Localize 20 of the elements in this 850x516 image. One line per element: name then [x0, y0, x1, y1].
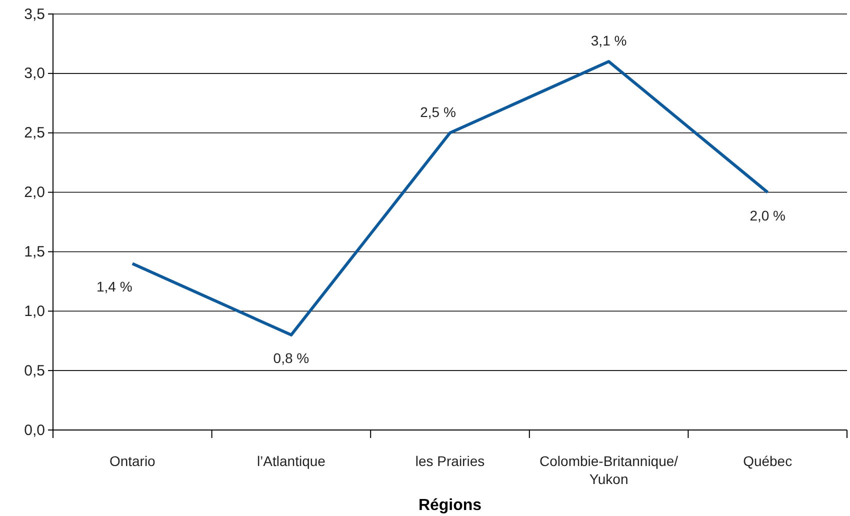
x-tick-label: Colombie-Britannique/ Yukon: [540, 453, 678, 487]
y-tick-label: 0,5: [24, 362, 45, 380]
y-tick-label: 2,0: [24, 184, 45, 202]
x-tick-label: les Prairies: [415, 453, 485, 469]
y-tick-label: 2,5: [24, 124, 45, 142]
y-tick-label: 1,5: [24, 244, 45, 261]
data-label: 2,5 %: [420, 104, 456, 120]
y-tick-label: 1,0: [24, 302, 45, 320]
data-label: 1,4 %: [96, 278, 132, 295]
data-label: 3,1 %: [590, 32, 627, 49]
data-label: 2,0 %: [750, 207, 786, 224]
x-tick-label: l’Atlantique: [256, 453, 326, 469]
x-tick-label: Ontario: [109, 453, 156, 469]
x-axis-title: Régions: [418, 497, 482, 514]
y-tick-label: 0,0: [24, 422, 45, 439]
data-label: 0,8 %: [273, 350, 310, 366]
line-series: [130, 60, 770, 336]
y-tick-label: 3,5: [24, 6, 45, 23]
y-tick-label: 3,0: [24, 65, 45, 82]
x-tick-label: Québec: [743, 453, 792, 469]
